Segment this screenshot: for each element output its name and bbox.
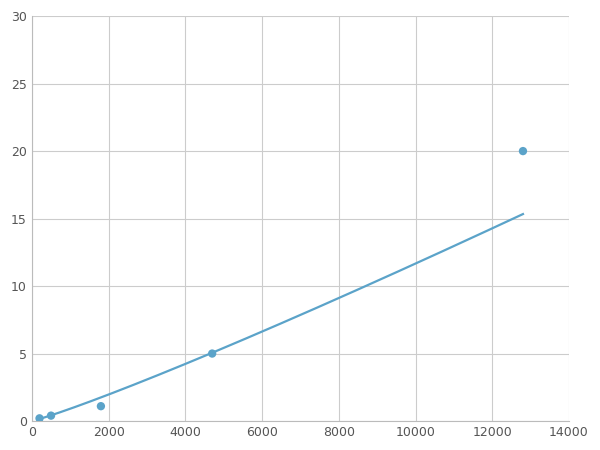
Point <box>46 412 56 419</box>
Point <box>96 403 106 410</box>
Point <box>35 415 44 422</box>
Point <box>518 148 528 155</box>
Point <box>208 350 217 357</box>
